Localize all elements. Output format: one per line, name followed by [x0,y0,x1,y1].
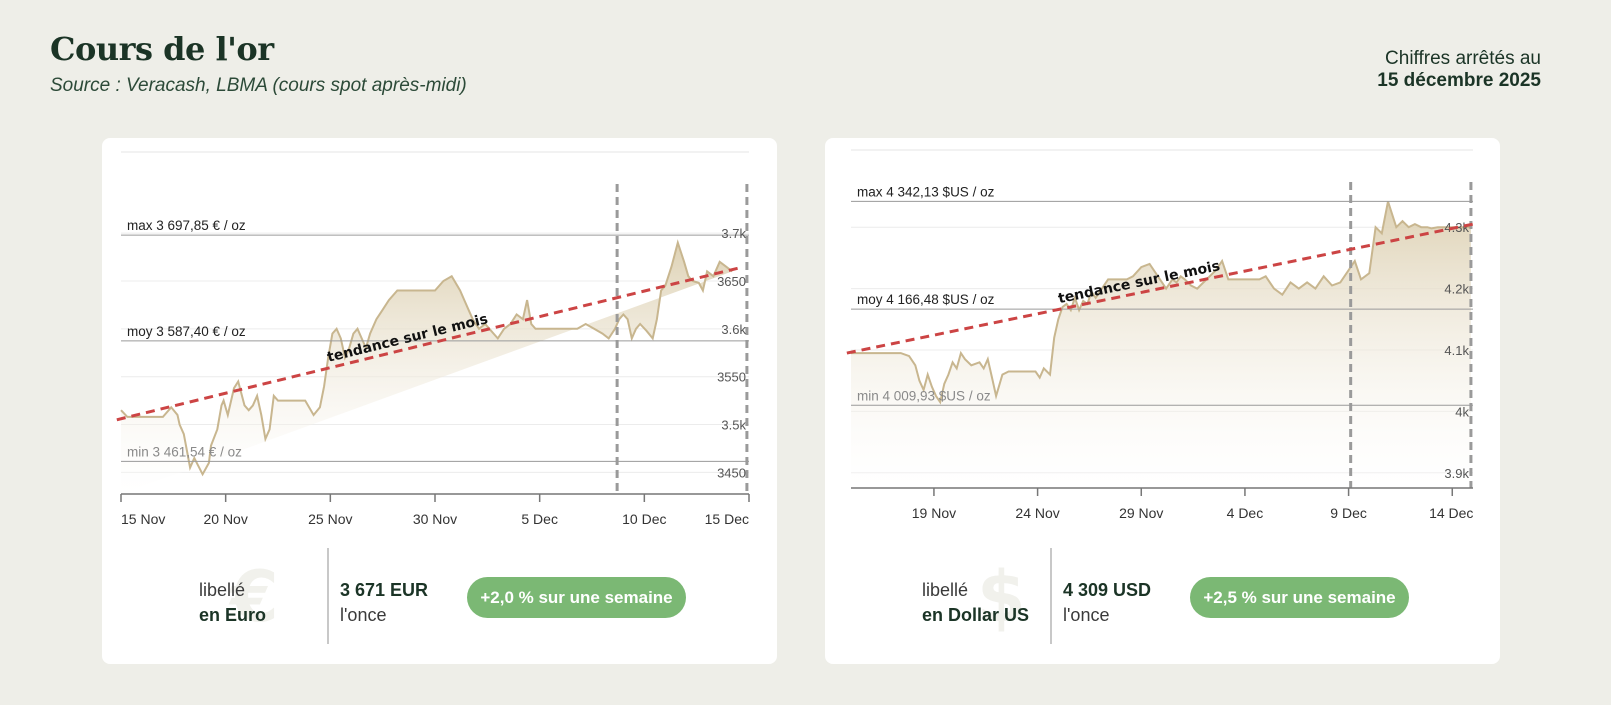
reference-label: moy 4 166,48 $US / oz [857,292,995,307]
price-value: 3 671 EUR [340,580,429,600]
y-tick-label: 3.7k [721,226,746,241]
x-tick-label: 4 Dec [1227,505,1264,521]
price-line [120,239,733,477]
x-tick-label: 30 Nov [413,511,457,527]
x-tick-label: 10 Dec [622,511,666,527]
price: 4 309 USD l'once [1063,578,1151,628]
libelle: libellé en Dollar US [922,578,1029,628]
price-line [851,201,1471,405]
dollar-icon: $ [977,556,1026,638]
libelle: libellé en Euro [199,578,266,628]
trend-line [846,222,1474,355]
trend-line [116,266,741,422]
date-value: 15 décembre 2025 [1377,70,1541,91]
x-tick-label: 14 Dec [1429,505,1473,521]
x-tick-label: 29 Nov [1119,505,1163,521]
euro-icon: € [230,556,279,638]
reference-label: min 4 009,93 $US / oz [857,388,991,403]
separator [327,548,329,644]
y-tick-label: 3.6k [721,322,746,337]
libelle-label: libellé [199,580,246,600]
price-area [121,242,733,494]
libelle-currency: en Dollar US [922,605,1030,625]
y-tick-label: 4.2k [1444,282,1469,297]
weekly-change-badge: +2,5 % sur une semaine [1190,577,1409,618]
x-tick-label: 15 Dec [705,511,749,527]
weekly-change-badge: +2,0 % sur une semaine [467,577,686,618]
chart-euro: max 3 697,85 € / oz moy 3 587,40 € / oz mi… [116,151,750,527]
price-area [851,201,1471,488]
date-label: Chiffres arrêtés au [1385,48,1541,69]
reference-label: min 3 461,54 € / oz [127,444,242,459]
y-tick-label: 3550 [717,370,746,385]
y-tick-label: 3450 [717,465,746,480]
y-tick-label: 3650 [717,274,746,289]
card-dollar: max 4 342,13 $US / oz moy 4 166,48 $US / … [825,138,1500,664]
reference-label: max 4 342,13 $US / oz [857,184,995,199]
page-subtitle: Source : Veracash, LBMA (cours spot aprè… [50,75,467,96]
x-tick-label: 9 Dec [1330,505,1367,521]
card-footer: $ libellé en Dollar US 4 309 USD l'once … [825,548,1500,648]
card-euro: max 3 697,85 € / oz moy 3 587,40 € / oz mi… [102,138,777,664]
page-title: Cours de l'or [50,30,274,68]
chart-dollar: max 4 342,13 $US / oz moy 4 166,48 $US / … [846,149,1474,521]
libelle-label: libellé [922,580,969,600]
x-tick-label: 19 Nov [912,505,956,521]
y-tick-label: 4.1k [1444,343,1469,358]
price-unit: l'once [1063,605,1110,625]
reference-label: max 3 697,85 € / oz [127,218,246,233]
y-tick-label: 3.5k [721,418,746,433]
price-unit: l'once [340,605,387,625]
x-tick-label: 20 Nov [203,511,247,527]
libelle-currency: en Euro [199,605,267,625]
y-tick-label: 3.9k [1444,466,1469,481]
separator [1050,548,1052,644]
price-value: 4 309 USD [1063,580,1152,600]
x-tick-label: 15 Nov [121,511,165,527]
x-tick-label: 24 Nov [1015,505,1059,521]
price: 3 671 EUR l'once [340,578,428,628]
x-tick-label: 5 Dec [521,511,558,527]
date-block: Chiffres arrêtés au 15 décembre 2025 [1377,48,1541,92]
y-tick-label: 4k [1455,404,1469,419]
x-tick-label: 25 Nov [308,511,352,527]
reference-label: moy 3 587,40 € / oz [127,324,246,339]
card-footer: € libellé en Euro 3 671 EUR l'once +2,0 … [102,548,777,648]
